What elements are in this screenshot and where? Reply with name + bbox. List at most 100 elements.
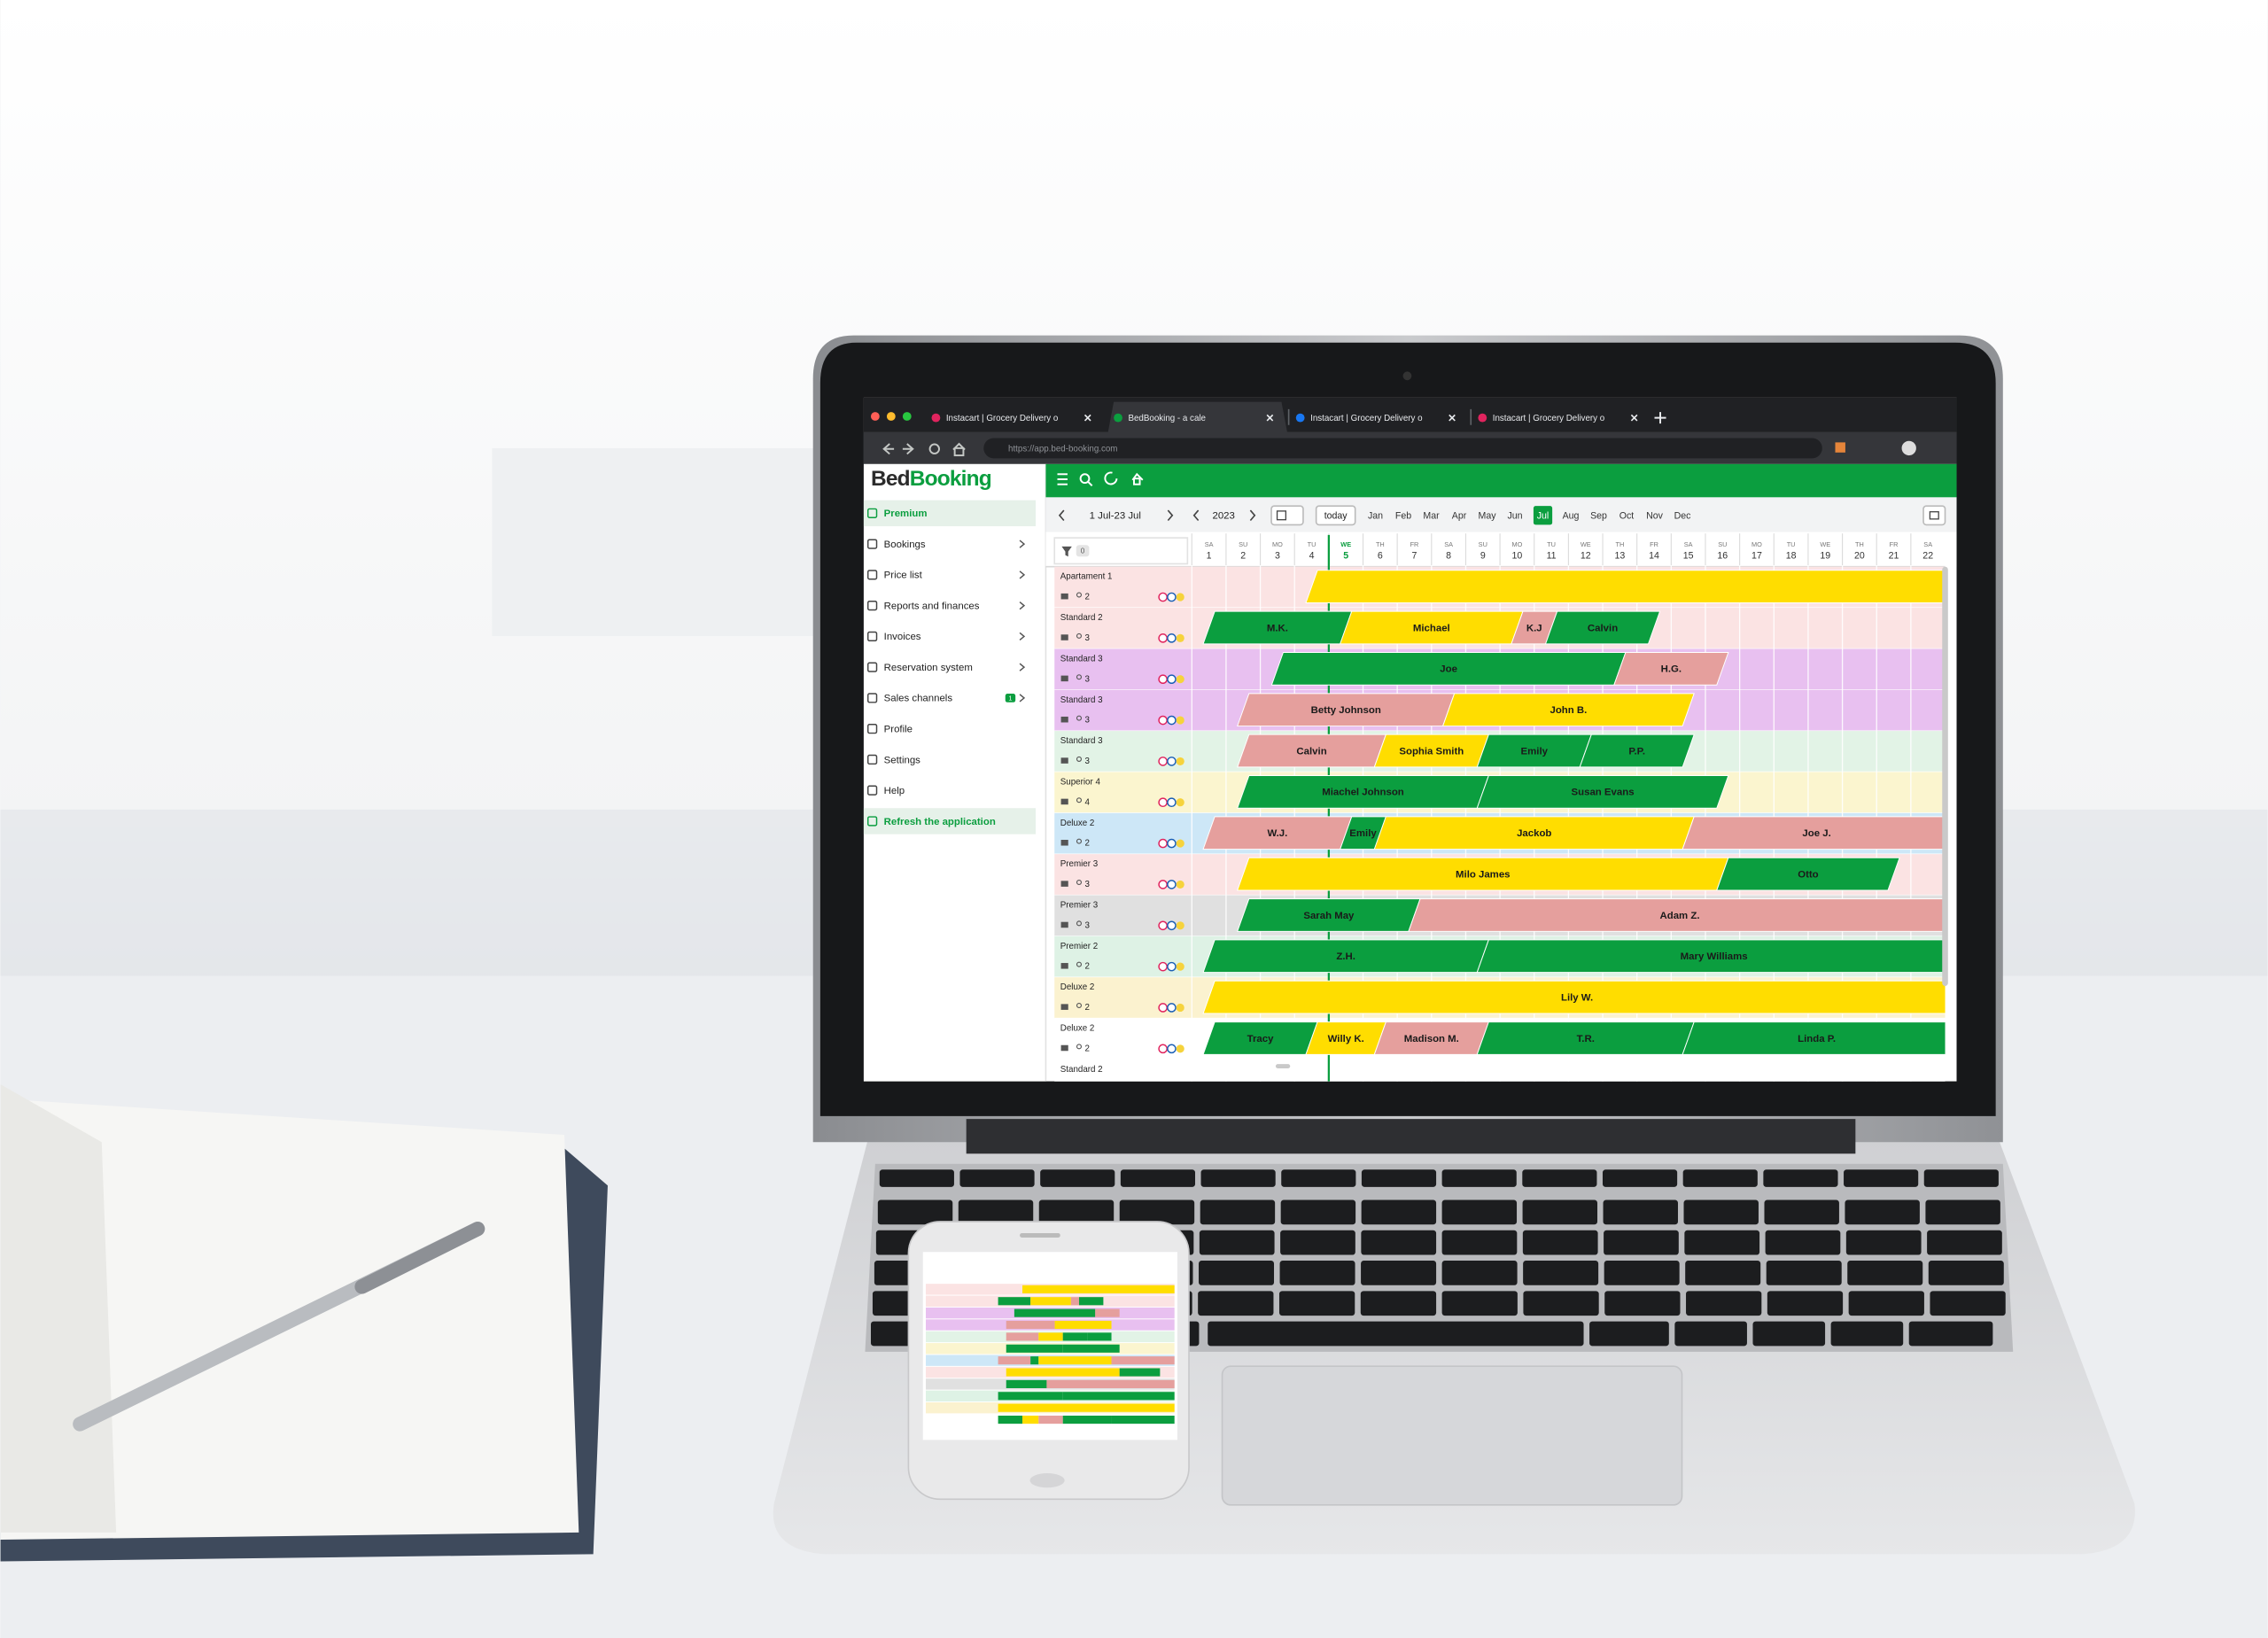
sidebar-item[interactable]: Reports and finances	[884, 601, 980, 611]
room-name[interactable]: Standard 3	[1060, 736, 1103, 746]
print-button[interactable]	[1922, 505, 1946, 526]
tab-close[interactable]	[1449, 414, 1456, 422]
booking[interactable]	[1544, 610, 1661, 645]
day-of-week: SU	[1239, 540, 1247, 548]
booking[interactable]	[1716, 857, 1900, 891]
channel-icon	[1167, 920, 1177, 931]
room-name[interactable]: Standard 2	[1060, 1065, 1103, 1075]
month[interactable]: Dec	[1674, 510, 1692, 521]
booking[interactable]	[1476, 939, 1968, 974]
month[interactable]: Aug	[1563, 510, 1580, 521]
h-scrollbar[interactable]	[1275, 1064, 1291, 1069]
trackpad	[1221, 1365, 1683, 1506]
room-name[interactable]: Standard 3	[1060, 654, 1103, 664]
booking[interactable]	[1408, 898, 1968, 932]
sidebar-item[interactable]: Help	[884, 786, 905, 796]
scrollbar[interactable]	[1942, 566, 1948, 986]
sidebar-item[interactable]: Reservation system	[884, 663, 973, 673]
day-of-week: SA	[1205, 540, 1214, 548]
tab-close[interactable]	[1084, 414, 1091, 422]
new-tab[interactable]	[1654, 412, 1666, 424]
booking[interactable]	[1682, 1021, 1968, 1055]
channel-icon	[1158, 880, 1168, 889]
sidebar-item[interactable]: Invoices	[884, 632, 921, 642]
month[interactable]: Nov	[1646, 510, 1664, 521]
logo-bed: Bed	[871, 467, 910, 491]
chevron	[1019, 663, 1026, 672]
sidebar-item[interactable]: Profile	[884, 724, 913, 734]
month[interactable]: Mar	[1423, 510, 1440, 521]
booking-guest: M.K.	[1267, 623, 1288, 633]
room-name[interactable]: Superior 4	[1060, 777, 1101, 787]
sidebar-item[interactable]: Refresh the application	[884, 817, 996, 827]
room-name[interactable]: Apartament 1	[1060, 572, 1113, 582]
channel-icon	[1158, 715, 1168, 726]
sidebar-item[interactable]: Premium	[884, 508, 928, 519]
month[interactable]: Oct	[1619, 510, 1635, 521]
booking[interactable]	[1682, 816, 1968, 850]
room-name[interactable]: Premier 3	[1060, 901, 1099, 911]
month[interactable]: Jul	[1537, 510, 1550, 521]
room-name[interactable]: Standard 3	[1060, 695, 1103, 705]
sidebar-icon	[866, 693, 878, 703]
phone-booking	[998, 1416, 1023, 1425]
nav-arrow[interactable]	[1167, 509, 1174, 522]
nav-arrow[interactable]	[1058, 509, 1065, 522]
phone-booking	[998, 1297, 1031, 1306]
room-name[interactable]: Premier 2	[1060, 942, 1098, 951]
tab-title[interactable]: Instacart | Grocery Delivery o	[1493, 414, 1605, 423]
nav-arrow[interactable]	[1192, 509, 1200, 522]
key	[1280, 1199, 1356, 1225]
sidebar-icon	[866, 754, 878, 765]
url-field[interactable]	[983, 438, 1822, 459]
day-number: 19	[1820, 550, 1830, 561]
room-name[interactable]: Premier 3	[1060, 859, 1099, 869]
booking[interactable]	[1613, 652, 1729, 686]
month[interactable]: Jun	[1507, 510, 1522, 521]
nav-arrow[interactable]	[1249, 509, 1256, 522]
room-name[interactable]: Deluxe 2	[1060, 1024, 1095, 1034]
tab-title[interactable]: Instacart | Grocery Delivery o	[946, 414, 1059, 423]
booking-guest: Otto	[1798, 869, 1818, 880]
tab-close[interactable]	[1630, 414, 1638, 422]
room-name[interactable]: Deluxe 2	[1060, 982, 1095, 992]
room-name[interactable]: Deluxe 2	[1060, 819, 1095, 828]
person-icon	[1076, 961, 1083, 967]
key	[877, 1199, 953, 1225]
tab-close[interactable]	[1266, 414, 1274, 422]
day-of-week: SA	[1923, 540, 1932, 548]
room-name[interactable]: Standard 2	[1060, 613, 1103, 623]
booking[interactable]	[1305, 570, 1968, 604]
print-icon	[1929, 511, 1939, 520]
booking[interactable]	[1202, 980, 1968, 1014]
sidebar-item[interactable]: Settings	[884, 755, 921, 765]
channel-icon	[1158, 674, 1168, 684]
month[interactable]: Apr	[1452, 510, 1467, 521]
active-tab[interactable]	[1107, 401, 1287, 432]
tab-title[interactable]: BedBooking - a cale	[1128, 414, 1206, 423]
sidebar-item[interactable]: Price list	[884, 571, 923, 581]
day-of-week: TH	[1376, 540, 1385, 548]
booking[interactable]	[1476, 775, 1729, 809]
room-guests: 3	[1085, 880, 1091, 889]
today-button[interactable]	[1315, 505, 1356, 526]
booking[interactable]	[1579, 734, 1695, 768]
channel-icon	[1158, 920, 1168, 931]
sidebar-item[interactable]: Sales channels	[884, 694, 953, 704]
key	[1361, 1230, 1437, 1255]
booking[interactable]	[1441, 693, 1695, 727]
logo[interactable]: BedBooking	[871, 467, 992, 491]
month[interactable]: Sep	[1590, 510, 1607, 521]
month[interactable]: Feb	[1395, 510, 1411, 521]
month[interactable]: May	[1479, 510, 1497, 521]
calendar-button[interactable]	[1270, 505, 1304, 526]
bookings: M.K. Michael K.J Calvin Joe H.G. Betty Johnson…	[1202, 570, 1968, 1055]
month[interactable]: Jan	[1368, 510, 1383, 521]
filter-icon[interactable]	[1061, 546, 1072, 557]
key	[1040, 1169, 1115, 1187]
tab-title[interactable]: Instacart | Grocery Delivery o	[1310, 414, 1423, 423]
channel-icon	[1158, 838, 1168, 849]
person-icon	[1076, 715, 1083, 721]
sidebar-item[interactable]: Bookings	[884, 540, 926, 550]
chevron	[1019, 540, 1026, 548]
